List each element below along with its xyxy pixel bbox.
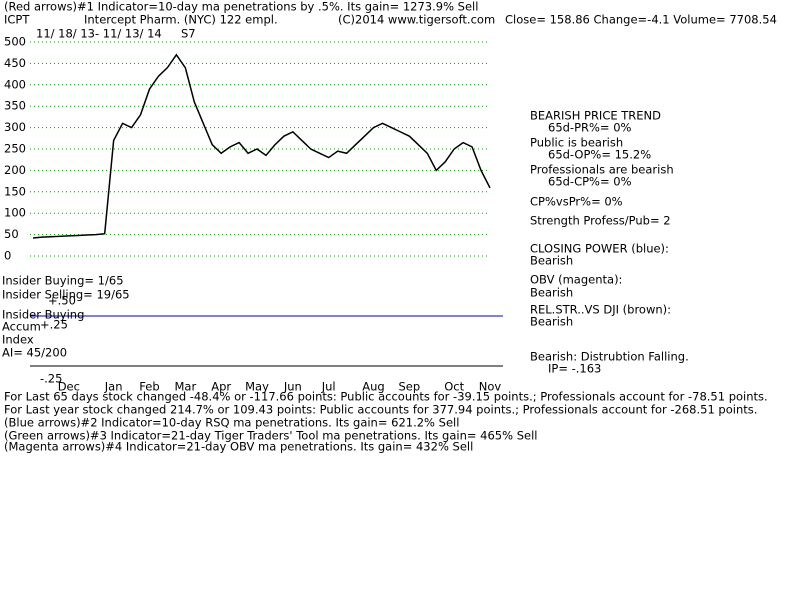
annotation: CLOSING POWER (blue): [530, 242, 669, 256]
price-line [32, 53, 491, 239]
x-tick-label: Jul [321, 380, 336, 394]
x-tick-label: Oct [444, 380, 464, 394]
annotation: Public is bearish [530, 136, 623, 150]
annotation: Insider Buying= 1/65 [2, 274, 124, 288]
y-tick-label: 150 [4, 184, 26, 198]
annotation: (Green arrows)#3 Indicator=21-day Tiger … [4, 429, 537, 443]
annotation: For Last year stock changed 214.7% or 10… [4, 403, 757, 417]
y-tick-label: 300 [4, 120, 26, 134]
annotation: Insider Selling= 19/65 [2, 288, 130, 302]
x-tick-label: Apr [211, 380, 231, 394]
y-tick-label: 200 [4, 163, 26, 177]
annotation: (Blue arrows)#2 Indicator=10-day RSQ ma … [4, 416, 459, 430]
annotation: 65d-PR%= 0% [548, 121, 632, 135]
x-tick-label: Feb [139, 380, 159, 394]
annotation: Insider Buying [2, 308, 84, 322]
annotation: AI= 45/200 [2, 346, 67, 360]
x-tick-label: Mar [174, 380, 196, 394]
x-tick-label: Aug [362, 380, 384, 394]
y-tick-label: 50 [4, 227, 19, 241]
x-tick-label: Jan [104, 380, 123, 394]
annotation: +.50 [48, 294, 76, 308]
annotation: CP%vsPr%= 0% [530, 195, 623, 209]
annotation: Bearish [530, 315, 573, 329]
y-tick-label: 350 [4, 99, 26, 113]
annotation: For Last 65 days stock changed -48.4% or… [4, 390, 768, 404]
x-tick-label: Dec [58, 380, 80, 394]
annotation: (Red arrows)#1 Indicator=10-day ma penet… [4, 0, 478, 14]
x-tick-label: Nov [479, 380, 502, 394]
y-tick-label: 400 [4, 77, 26, 91]
x-tick-label: Jun [283, 380, 302, 394]
y-tick-label: 100 [4, 206, 26, 220]
annotation: -.25 [40, 372, 62, 386]
annotation: REL.STR..VS DJI (brown): [530, 303, 671, 317]
annotation: S7 [181, 27, 196, 41]
annotation: Bearish: Distrubtion Falling. [530, 350, 689, 364]
annotation: (Magenta arrows)#4 Indicator=21-day OBV … [4, 440, 473, 454]
annotation: Strength Profess/Pub= 2 [530, 214, 671, 228]
annotation: 65d-CP%= 0% [548, 175, 632, 189]
annotation: Bearish [530, 286, 573, 300]
x-tick-label: May [245, 380, 269, 394]
annotation: ICPT [4, 13, 30, 27]
annotation: 11/ 18/ 13- 11/ 13/ 14 [36, 27, 162, 41]
annotation: Accum [2, 320, 41, 334]
annotation: Index [2, 333, 34, 347]
x-tick-label: Sep [399, 380, 421, 394]
annotation: OBV (magenta): [530, 273, 622, 287]
annotation: BEARISH PRICE TREND [530, 109, 661, 123]
y-tick-label: 500 [4, 35, 26, 49]
y-tick-label: 250 [4, 142, 26, 156]
annotation: Bearish [530, 254, 573, 268]
annotation: Professionals are bearish [530, 163, 674, 177]
annotation: +.25 [40, 318, 68, 332]
annotation: 65d-OP%= 15.2% [548, 148, 651, 162]
y-tick-label: 450 [4, 56, 26, 70]
y-tick-label: 0 [4, 249, 11, 263]
annotation: IP= -.163 [548, 362, 601, 376]
annotation: Intercept Pharm. (NYC) 122 empl. [84, 13, 278, 27]
annotation: (C)2014 www.tigersoft.com [338, 13, 495, 27]
annotation: Close= 158.86 Change=-4.1 Volume= 7708.5… [505, 13, 777, 27]
